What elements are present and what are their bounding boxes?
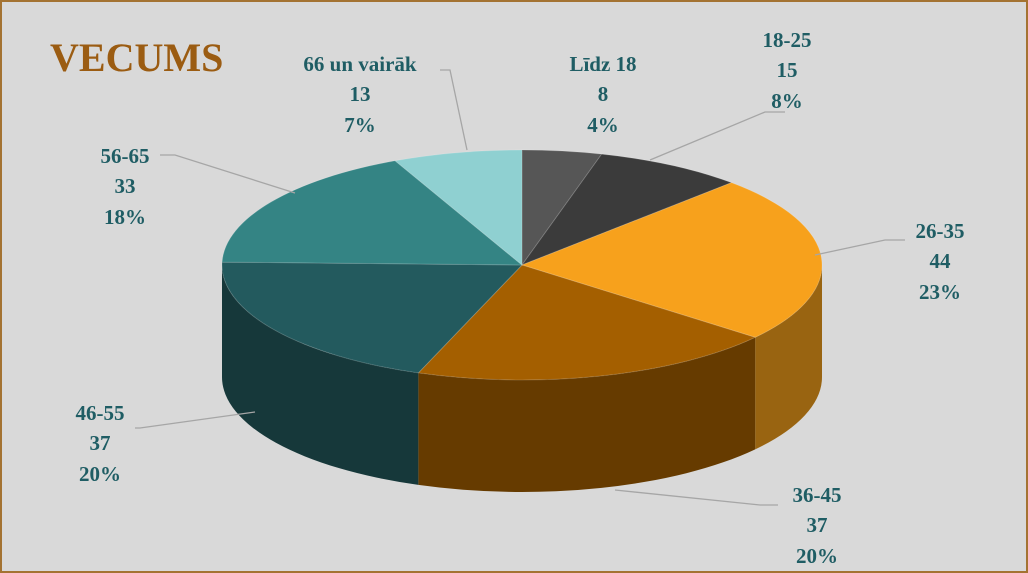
slice-top <box>520 182 823 338</box>
leader-line <box>160 154 296 194</box>
label-value: 15 <box>777 58 798 82</box>
label-category: 18-25 <box>763 28 812 52</box>
label-value: 8 <box>598 82 609 106</box>
label-value: 44 <box>930 249 952 273</box>
slice <box>393 149 523 267</box>
label-percent: 20% <box>79 462 121 486</box>
slice-top <box>521 149 603 267</box>
leader-line <box>814 239 905 256</box>
label-category: 26-35 <box>916 219 965 243</box>
slice-top <box>221 160 524 266</box>
slice <box>520 182 823 450</box>
slice <box>521 149 603 267</box>
label-percent: 20% <box>796 544 838 568</box>
leader-line <box>440 69 468 151</box>
slice <box>417 264 757 492</box>
slice <box>221 261 524 485</box>
label-percent: 23% <box>919 280 961 304</box>
slice-top <box>393 149 523 267</box>
label-value: 13 <box>350 82 371 106</box>
label-percent: 4% <box>587 113 619 137</box>
slice-side <box>755 265 823 450</box>
leader-line <box>614 489 778 506</box>
label-category: 46-55 <box>76 401 125 425</box>
chart-title: VECUMS <box>50 35 223 80</box>
leader-line <box>135 411 256 429</box>
label-percent: 7% <box>344 113 376 137</box>
label-category: 66 un vairāk <box>303 52 417 76</box>
slice-side <box>222 265 419 485</box>
slice-top <box>520 153 733 267</box>
label-percent: 18% <box>104 205 146 229</box>
slice <box>520 153 733 267</box>
label-category: 36-45 <box>793 483 842 507</box>
leader-line <box>649 111 785 161</box>
label-category: Līdz 18 <box>569 52 636 76</box>
label-value: 37 <box>90 431 111 455</box>
label-value: 33 <box>115 174 136 198</box>
label-value: 37 <box>807 513 828 537</box>
slice-side <box>418 337 756 492</box>
label-percent: 8% <box>771 89 803 113</box>
slice-top <box>221 261 524 374</box>
slice-top <box>417 264 757 381</box>
label-category: 56-65 <box>101 144 150 168</box>
slice <box>221 160 524 266</box>
